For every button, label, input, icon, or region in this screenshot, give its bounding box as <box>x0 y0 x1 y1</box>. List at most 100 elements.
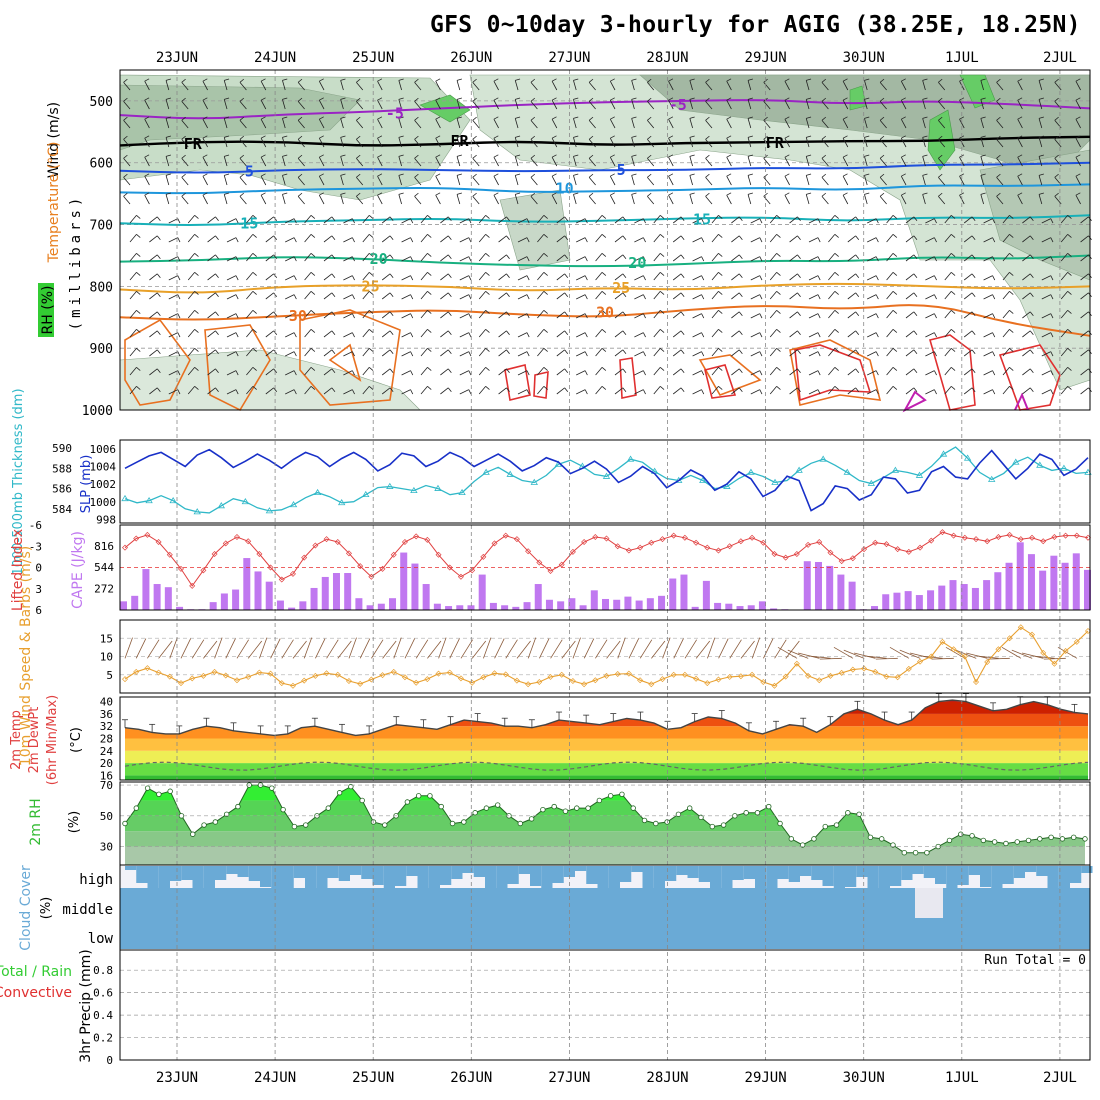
wind-barb <box>414 158 422 167</box>
wind-barb-flag <box>1017 192 1023 196</box>
rh-point <box>845 810 851 816</box>
lifted-index-point <box>1029 534 1036 541</box>
wind-barb-flag <box>950 348 956 352</box>
cape-bar <box>613 599 621 610</box>
wind-barb-flag <box>1009 215 1014 219</box>
cape-bar <box>366 605 374 610</box>
wind-barb-flag <box>806 173 812 176</box>
cape-bar <box>579 605 587 610</box>
wind-barb-flag <box>759 332 763 338</box>
wind-barb-flag <box>631 192 637 195</box>
wind-barb <box>420 310 428 319</box>
wind-barb <box>944 348 952 357</box>
wind-barb-flag <box>368 348 374 352</box>
wind-barb <box>828 386 836 395</box>
wind-barb <box>588 101 596 110</box>
wind-barb <box>996 101 1004 110</box>
wind-barb-flag <box>950 253 956 257</box>
wind-barb <box>498 311 507 319</box>
wind-barb-flag <box>1038 135 1044 138</box>
wind-barb-flag <box>252 291 257 295</box>
wind-barb-flag <box>224 173 230 176</box>
wind-barb <box>672 216 682 224</box>
lifted-index-point <box>469 567 476 574</box>
contour-label: FR <box>184 135 203 153</box>
wind-barb-flag <box>144 135 150 139</box>
wind-barb <box>149 387 158 395</box>
precip-total-legend: Total / Rain <box>0 964 72 980</box>
wind-barb-flag <box>252 310 257 314</box>
cloud-high-bar <box>698 866 710 882</box>
cloud-high-bar <box>327 866 339 878</box>
wind-barb-flag <box>526 275 530 281</box>
cape-bar <box>411 563 419 610</box>
temp-tick-label: 32 <box>100 720 113 733</box>
wind-barb <box>362 291 370 300</box>
cloud-high-bar <box>890 866 902 886</box>
wind-barb <box>343 332 353 338</box>
wind-barb <box>609 175 616 186</box>
wind-barb-flag <box>584 218 588 224</box>
cloud-high-bar <box>237 866 249 877</box>
wind-barb <box>123 101 131 110</box>
wind-barb-flag <box>1067 367 1072 371</box>
cloud-high-label: high <box>79 872 113 888</box>
temp-tick-label: 36 <box>100 708 113 721</box>
wind-barb-flag <box>573 97 579 100</box>
wind-barb-flag <box>398 97 404 100</box>
wind-barb <box>556 311 565 319</box>
wind-barb-flag <box>352 389 355 395</box>
wind-barb-flag <box>293 389 297 395</box>
wind-barb <box>123 82 131 91</box>
thickness-point <box>169 496 177 504</box>
wind-barb-flag <box>1017 97 1023 101</box>
wind-barb-flag <box>435 192 441 196</box>
wind-barb-flag <box>855 273 860 279</box>
slp-tick-label: 1000 <box>90 496 117 509</box>
lifted-index-point <box>480 553 487 560</box>
wind-barb-flag <box>738 387 743 393</box>
upper-wind-barbs <box>123 78 1092 395</box>
wind-barb <box>282 80 286 91</box>
wind-barb-flag <box>622 235 627 241</box>
wind-barb <box>750 370 760 376</box>
wind-barb-flag <box>456 135 462 138</box>
wind-barb-flag <box>718 329 723 333</box>
cloud-high-bar <box>901 866 913 880</box>
wind-barb <box>537 348 545 357</box>
wind-barb-flag <box>1038 116 1044 119</box>
wind-barb <box>377 80 383 91</box>
wind-barb <box>828 310 836 319</box>
pressure-axis-label: (millibars) <box>68 194 84 331</box>
wind-barb <box>356 196 364 205</box>
wind-barb <box>653 348 661 357</box>
wind-barb <box>124 637 133 659</box>
wind-barb-flag <box>468 237 472 243</box>
wind-barb-flag <box>1009 329 1014 333</box>
wind-barb <box>634 351 644 357</box>
wind-barb <box>340 175 344 186</box>
wind-barb <box>281 639 294 659</box>
wind-barb <box>304 291 312 300</box>
wind-barb <box>864 194 868 205</box>
temp-tick-label: 28 <box>100 733 113 746</box>
wind-barb <box>797 652 820 659</box>
wind-barb <box>821 158 829 167</box>
wind-barb <box>304 329 312 338</box>
wind-barb <box>905 368 915 376</box>
wind-speed-point <box>189 675 196 682</box>
wind-barb-flag <box>759 256 763 262</box>
wind-speed-point <box>771 682 778 689</box>
wind-barb-flag <box>738 330 743 336</box>
wind-barb-flag <box>631 78 637 81</box>
wind-barb-flag <box>817 389 821 395</box>
wind-barb-flag <box>971 311 976 317</box>
wind-barb-flag <box>980 154 986 157</box>
rh-band <box>125 831 1085 847</box>
wind-barb <box>662 637 671 659</box>
wind-barb <box>983 237 993 243</box>
rh-bands <box>125 785 1085 865</box>
wind-barb <box>614 311 624 319</box>
wind-barb <box>692 275 702 281</box>
wind-barb-flag <box>705 135 710 140</box>
